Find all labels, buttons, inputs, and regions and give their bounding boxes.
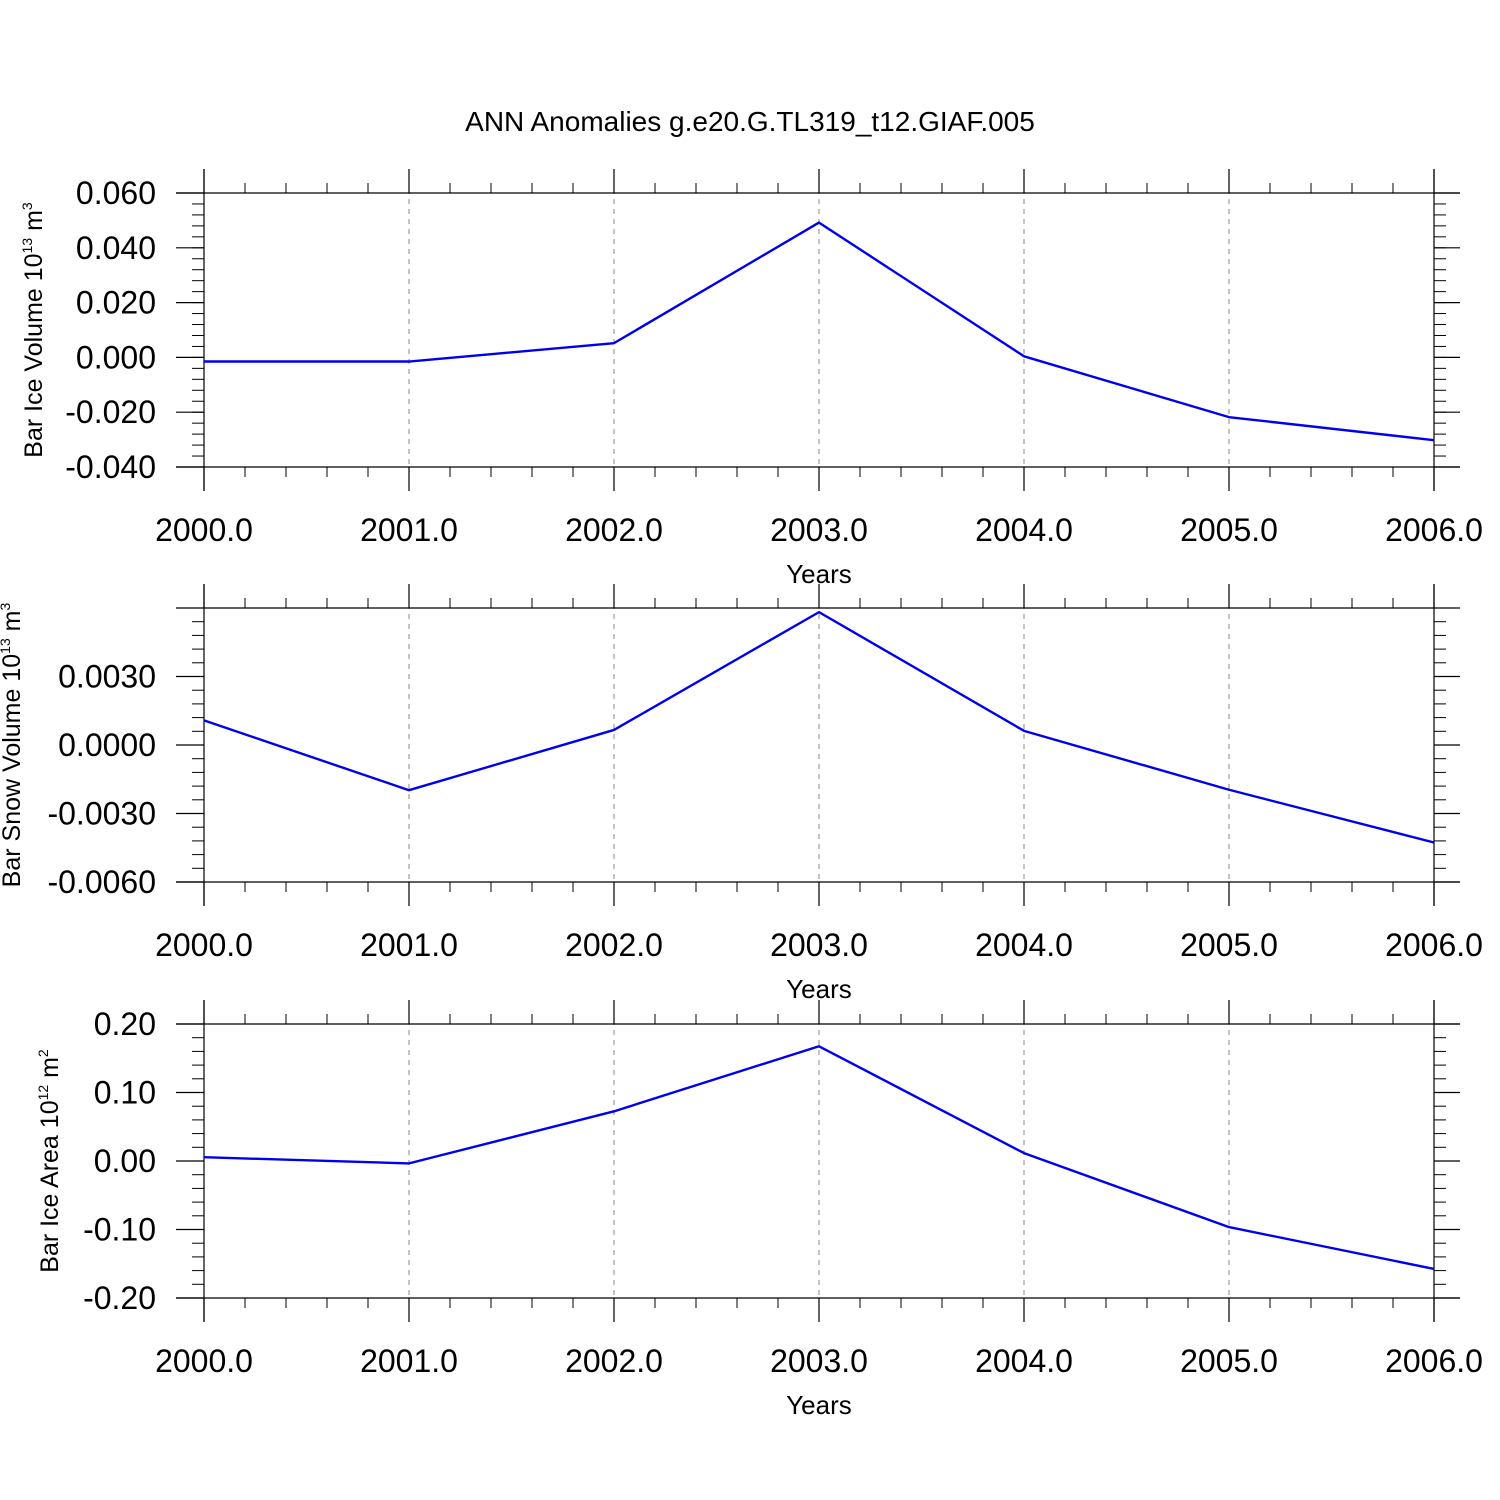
y-tick-label: -0.020 — [65, 394, 156, 430]
x-tick-label: 2005.0 — [1180, 512, 1278, 548]
y-axis-title-unit-exponent: 2 — [35, 1049, 51, 1057]
y-axis-title-base: Bar Ice Volume 10 — [20, 253, 48, 457]
x-tick-label: 2003.0 — [770, 927, 868, 963]
x-tick-label: 2006.0 — [1385, 927, 1483, 963]
x-tick-label: 2002.0 — [565, 927, 663, 963]
x-tick-label: 2002.0 — [565, 512, 663, 548]
y-tick-label: 0.0000 — [58, 727, 156, 763]
y-axis-title-unit: m — [0, 610, 26, 638]
x-tick-label: 2004.0 — [975, 512, 1073, 548]
x-tick-label: 2000.0 — [155, 1343, 253, 1379]
x-axis-title: Years — [786, 1390, 852, 1420]
y-tick-label: 0.060 — [76, 175, 156, 211]
y-axis-title-unit-exponent: 3 — [0, 602, 13, 610]
y-axis-title-unit: m — [20, 210, 48, 238]
y-axis-title: Bar Snow Volume 1013 m3 — [0, 602, 26, 887]
series-line — [203, 1045, 1435, 1271]
x-tick-label: 2005.0 — [1180, 927, 1278, 963]
x-tick-label: 2006.0 — [1385, 1343, 1483, 1379]
x-tick-label: 2001.0 — [360, 1343, 458, 1379]
figure-title: ANN Anomalies g.e20.G.TL319_t12.GIAF.005 — [465, 106, 1035, 137]
y-axis-title-exponent: 12 — [35, 1085, 51, 1101]
y-tick-label: 0.020 — [76, 285, 156, 321]
y-axis-title: Bar Ice Volume 1013 m3 — [19, 202, 48, 458]
y-tick-label: -0.040 — [65, 449, 156, 485]
x-axis-title: Years — [786, 974, 852, 1004]
y-tick-label: 0.0030 — [58, 659, 156, 695]
y-axis-title-base: Bar Snow Volume 10 — [0, 654, 26, 887]
x-tick-label: 2005.0 — [1180, 1343, 1278, 1379]
x-tick-label: 2004.0 — [975, 927, 1073, 963]
y-tick-label: 0.00 — [94, 1143, 156, 1179]
y-axis-title-base: Bar Ice Area 10 — [36, 1100, 64, 1272]
y-tick-label: -0.20 — [83, 1280, 156, 1316]
x-tick-label: 2000.0 — [155, 927, 253, 963]
y-tick-label: 0.040 — [76, 230, 156, 266]
y-tick-label: 0.10 — [94, 1075, 156, 1111]
y-axis-title: Bar Ice Area 1012 m2 — [35, 1049, 64, 1273]
x-tick-label: 2000.0 — [155, 512, 253, 548]
y-axis-title-unit: m — [36, 1057, 64, 1085]
y-axis-title-exponent: 13 — [19, 238, 35, 254]
x-tick-label: 2003.0 — [770, 1343, 868, 1379]
x-tick-label: 2002.0 — [565, 1343, 663, 1379]
y-tick-label: -0.0030 — [47, 796, 156, 832]
y-axis-title-unit-exponent: 3 — [19, 202, 35, 210]
x-tick-label: 2001.0 — [360, 512, 458, 548]
panel-3: 0.20 0.10 0.00 -0.10 -0.20 2000.0 2001.0 2002.0… — [35, 1000, 1483, 1420]
panel-2: 0.0030 0.0000 -0.0030 -0.0060 2000.0 2001.0 20… — [0, 584, 1483, 1004]
y-tick-label: 0.20 — [94, 1006, 156, 1042]
y-tick-label: 0.000 — [76, 339, 156, 375]
y-axis-title-exponent: 13 — [0, 638, 13, 654]
y-tick-label: -0.10 — [83, 1212, 156, 1248]
panel-1: 0.060 0.040 0.020 0.000 -0.020 -0.040 2000.0 20… — [19, 169, 1483, 589]
x-tick-label: 2001.0 — [360, 927, 458, 963]
y-tick-label: -0.0060 — [47, 864, 156, 900]
x-tick-label: 2006.0 — [1385, 512, 1483, 548]
x-tick-label: 2003.0 — [770, 512, 868, 548]
x-tick-label: 2004.0 — [975, 1343, 1073, 1379]
